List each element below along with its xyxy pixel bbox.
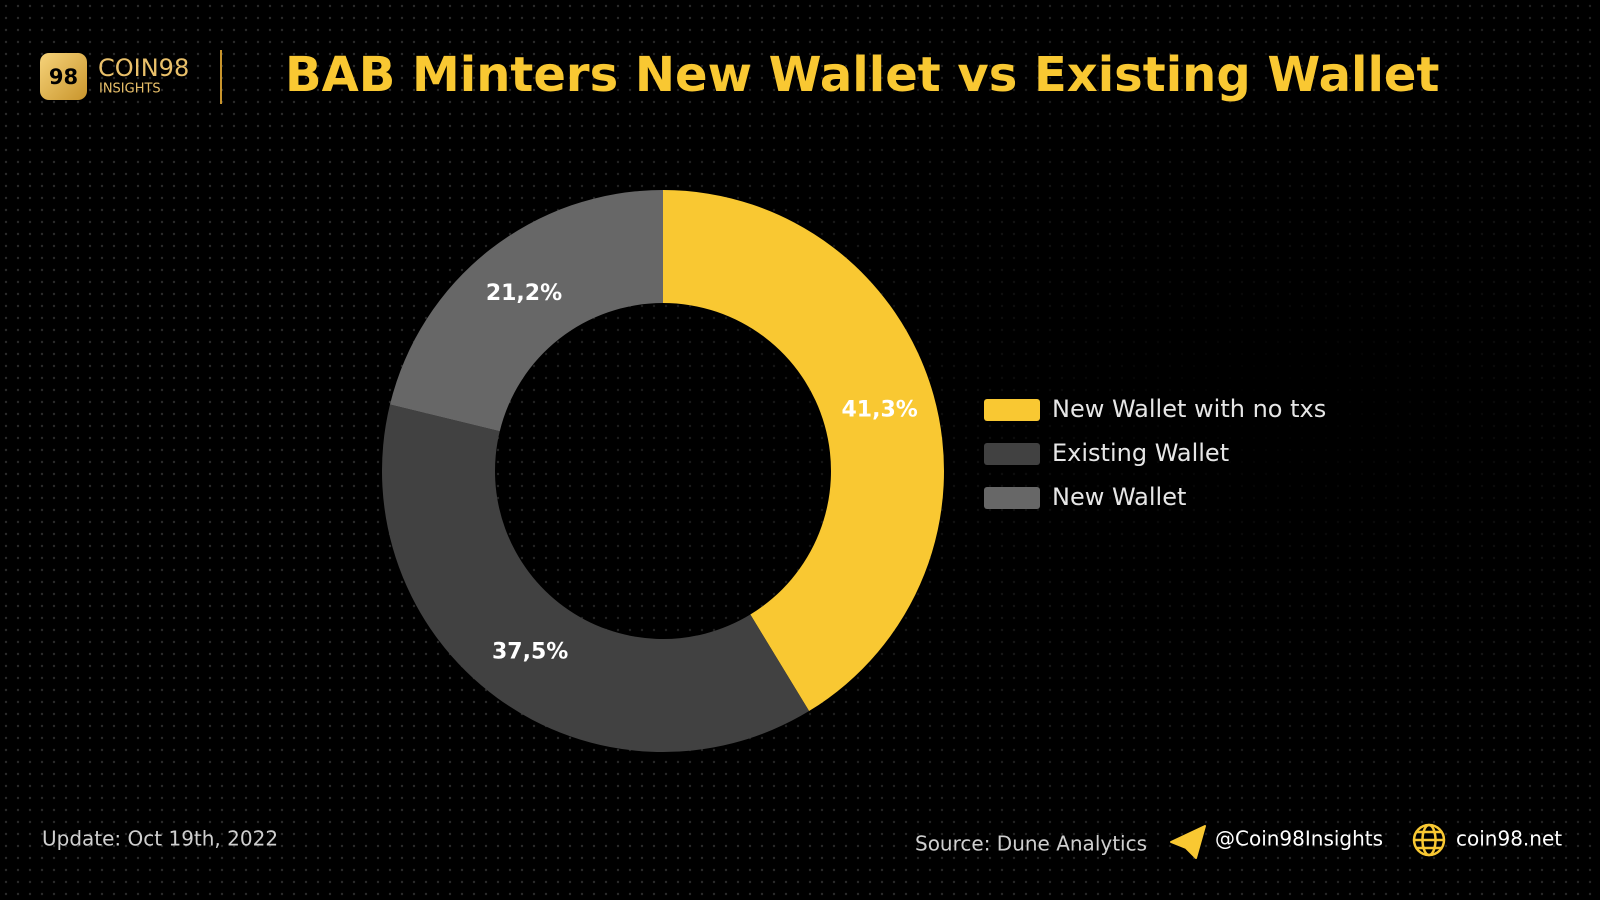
logo-badge <box>40 53 87 100</box>
donut-segment <box>389 190 663 432</box>
legend-label: New Wallet <box>1052 483 1186 511</box>
logo: 98 COIN98 INSIGHTS <box>40 50 222 104</box>
legend-label: Existing Wallet <box>1052 439 1229 467</box>
donut-segment <box>382 404 810 752</box>
brand-sub: INSIGHTS <box>99 82 161 97</box>
donut-segment <box>663 190 944 712</box>
brand-name: COIN98 <box>98 54 189 82</box>
source: Source: Dune Analytics <box>915 832 1147 856</box>
globe-icon <box>1412 823 1446 857</box>
chart-title: BAB Minters New Wallet vs Existing Walle… <box>285 47 1439 103</box>
legend-swatch <box>984 443 1040 465</box>
legend-swatch <box>984 487 1040 509</box>
legend-label: New Wallet with no txs <box>1052 395 1326 423</box>
website[interactable]: coin98.net <box>1456 827 1562 851</box>
logo-mark: 98 <box>49 65 78 89</box>
data-label: 41,3% <box>841 397 917 422</box>
donut-chart: 41,3% 37,5% 21,2% <box>382 190 944 752</box>
telegram-icon <box>1170 825 1206 859</box>
data-label: 37,5% <box>492 640 568 665</box>
legend-swatch <box>984 399 1040 421</box>
footer: Update: Oct 19th, 2022 Source: Dune Anal… <box>42 823 1562 859</box>
telegram-handle[interactable]: @Coin98Insights <box>1215 827 1383 851</box>
data-label: 21,2% <box>486 281 562 306</box>
legend: New Wallet with no txs Existing Wallet New… <box>984 395 1326 511</box>
update-date: Update: Oct 19th, 2022 <box>42 827 278 851</box>
